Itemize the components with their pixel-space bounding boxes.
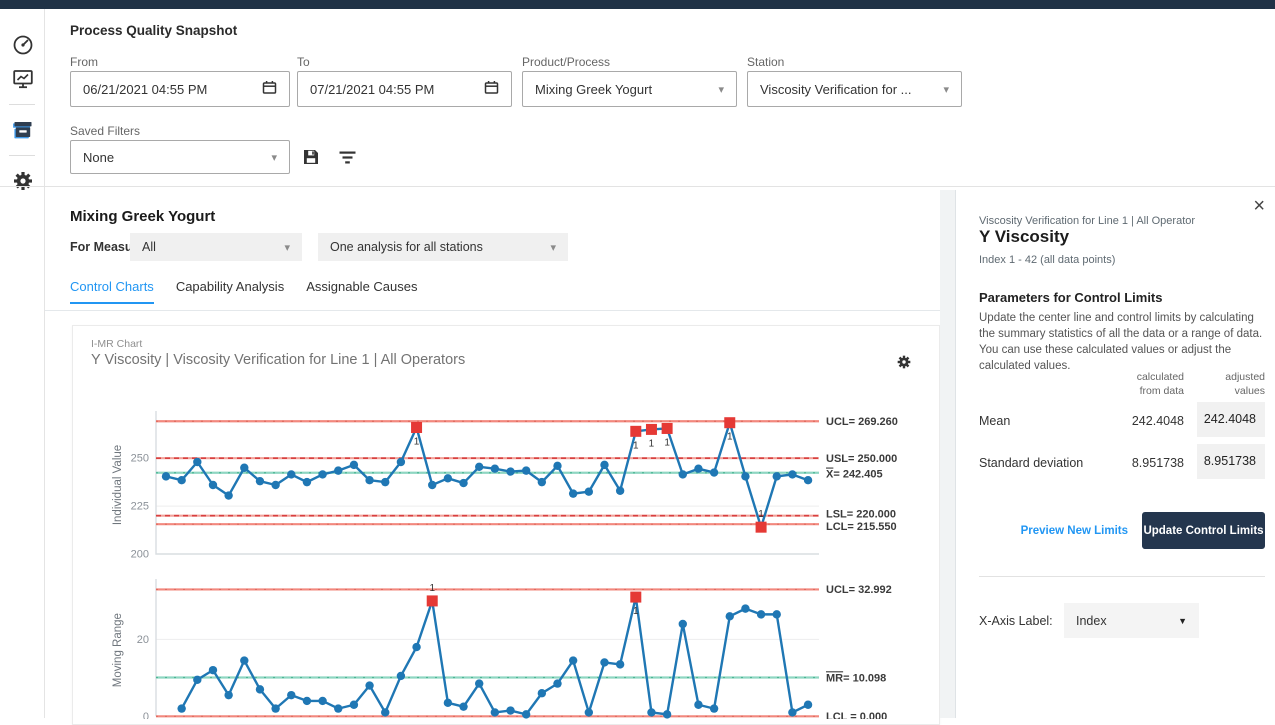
chart-title: Y Viscosity | Viscosity Verification for… bbox=[91, 352, 465, 368]
filter-icon[interactable] bbox=[339, 150, 356, 165]
monitor-chart-icon[interactable] bbox=[11, 67, 35, 91]
svg-text:1: 1 bbox=[633, 606, 639, 617]
svg-text:Moving Range: Moving Range bbox=[112, 613, 124, 687]
stddev-calculated-value: 8.951738 bbox=[1076, 456, 1184, 470]
tab-bar: Control Charts Capability Analysis Assig… bbox=[70, 279, 418, 304]
svg-text:UCL= 32.992: UCL= 32.992 bbox=[826, 584, 892, 596]
svg-text:LCL= 215.550: LCL= 215.550 bbox=[826, 521, 897, 533]
saved-filters-select[interactable]: None ▾ bbox=[70, 140, 290, 174]
svg-text:X= 242.405: X= 242.405 bbox=[826, 469, 883, 481]
chevron-down-icon: ▼ bbox=[1178, 616, 1187, 626]
product-value: Mixing Greek Yogurt bbox=[535, 82, 718, 97]
control-limits-panel: × Viscosity Verification for Line 1 | Al… bbox=[955, 190, 1275, 718]
svg-text:20: 20 bbox=[137, 634, 149, 646]
chart-settings-gear-icon[interactable] bbox=[896, 354, 912, 370]
svg-text:1: 1 bbox=[414, 437, 420, 448]
mean-calculated-value: 242.4048 bbox=[1076, 414, 1184, 428]
panel-subtitle: Viscosity Verification for Line 1 | All … bbox=[979, 215, 1195, 227]
product-select[interactable]: Mixing Greek Yogurt ▾ bbox=[522, 71, 737, 107]
xaxis-select[interactable]: Index ▼ bbox=[1064, 603, 1199, 638]
chevron-down-icon: ▾ bbox=[271, 151, 277, 164]
svg-text:1: 1 bbox=[664, 437, 670, 448]
svg-text:MR= 10.098: MR= 10.098 bbox=[826, 672, 886, 684]
sidebar-divider bbox=[9, 155, 35, 156]
panel-divider bbox=[979, 576, 1265, 577]
stddev-adjusted-input[interactable]: 8.951738 bbox=[1197, 444, 1265, 479]
preview-new-limits-link[interactable]: Preview New Limits bbox=[1016, 525, 1128, 537]
station-label: Station bbox=[747, 55, 784, 69]
to-label: To bbox=[297, 55, 310, 69]
settings-gear-icon[interactable] bbox=[11, 169, 35, 193]
svg-text:1: 1 bbox=[429, 583, 435, 594]
svg-text:USL= 250.000: USL= 250.000 bbox=[826, 453, 897, 465]
to-date-value: 07/21/2021 04:55 PM bbox=[310, 82, 484, 97]
stddev-row-label: Standard deviation bbox=[979, 456, 1083, 470]
svg-text:UCL= 269.260: UCL= 269.260 bbox=[826, 416, 898, 428]
gauge-dashboard-icon[interactable] bbox=[11, 33, 35, 57]
save-filter-icon[interactable] bbox=[302, 148, 320, 166]
params-title: Parameters for Control Limits bbox=[979, 290, 1163, 305]
close-icon[interactable]: × bbox=[1253, 196, 1265, 216]
update-control-limits-button[interactable]: Update Control Limits bbox=[1142, 512, 1265, 549]
station-value: Viscosity Verification for ... bbox=[760, 82, 943, 97]
svg-text:1: 1 bbox=[633, 440, 639, 451]
individuals-chart: 250 225 200 UCL= 269.260 USL= 250.000 X= 242.… bbox=[91, 409, 941, 559]
sidebar-divider bbox=[9, 104, 35, 105]
mean-row-label: Mean bbox=[979, 414, 1010, 428]
content-gap bbox=[940, 190, 955, 718]
analysis-mode-select[interactable]: One analysis for all stations ▾ bbox=[318, 233, 568, 261]
svg-text:1: 1 bbox=[649, 438, 655, 449]
tabs-underline bbox=[45, 310, 955, 311]
from-label: From bbox=[70, 55, 98, 69]
svg-text:225: 225 bbox=[131, 501, 149, 513]
sidebar bbox=[0, 9, 45, 718]
xaxis-value: Index bbox=[1076, 614, 1178, 628]
from-date-value: 06/21/2021 04:55 PM bbox=[83, 82, 262, 97]
svg-text:1: 1 bbox=[758, 509, 764, 520]
chart-type-label: I-MR Chart bbox=[91, 338, 142, 350]
top-bar bbox=[0, 0, 1275, 9]
chevron-down-icon: ▾ bbox=[284, 241, 290, 254]
adjusted-column-header: adjustedvalues bbox=[1196, 371, 1265, 398]
header-divider bbox=[0, 186, 1275, 187]
svg-text:LSL= 220.000: LSL= 220.000 bbox=[826, 508, 896, 520]
mean-adjusted-input[interactable]: 242.4048 bbox=[1197, 402, 1265, 437]
svg-text:1: 1 bbox=[727, 432, 733, 443]
moving-range-chart: 200UCL= 32.992MR= 10.098LCL = 0.00011Mov… bbox=[91, 577, 941, 719]
xaxis-label: X-Axis Label: bbox=[979, 614, 1053, 628]
analysis-mode-value: One analysis for all stations bbox=[330, 240, 550, 254]
chevron-down-icon: ▾ bbox=[718, 83, 724, 96]
archive-box-icon[interactable] bbox=[11, 118, 35, 142]
calculated-column-header: calculatedfrom data bbox=[1106, 371, 1184, 398]
product-label: Product/Process bbox=[522, 55, 610, 69]
svg-text:Individual Value: Individual Value bbox=[112, 445, 124, 525]
measure-value: All bbox=[142, 240, 284, 254]
station-select[interactable]: Viscosity Verification for ... ▾ bbox=[747, 71, 962, 107]
measure-select[interactable]: All ▾ bbox=[130, 233, 302, 261]
to-date-input[interactable]: 07/21/2021 04:55 PM bbox=[297, 71, 512, 107]
chevron-down-icon: ▾ bbox=[943, 83, 949, 96]
saved-filters-label: Saved Filters bbox=[70, 124, 140, 138]
chevron-down-icon: ▾ bbox=[550, 241, 556, 254]
calendar-icon[interactable] bbox=[262, 80, 277, 98]
tab-capability-analysis[interactable]: Capability Analysis bbox=[176, 279, 284, 304]
from-date-input[interactable]: 06/21/2021 04:55 PM bbox=[70, 71, 290, 107]
page-title: Process Quality Snapshot bbox=[70, 23, 237, 38]
calendar-icon[interactable] bbox=[484, 80, 499, 98]
panel-index-note: Index 1 - 42 (all data points) bbox=[979, 254, 1115, 266]
tab-control-charts[interactable]: Control Charts bbox=[70, 279, 154, 304]
saved-filters-value: None bbox=[83, 150, 271, 165]
svg-text:200: 200 bbox=[131, 549, 149, 560]
section-title: Mixing Greek Yogurt bbox=[70, 208, 215, 225]
panel-title: Y Viscosity bbox=[979, 227, 1069, 247]
svg-text:250: 250 bbox=[131, 453, 149, 465]
params-description: Update the center line and control limit… bbox=[979, 311, 1269, 374]
imr-chart-card: I-MR Chart Y Viscosity | Viscosity Verif… bbox=[72, 325, 940, 725]
tab-assignable-causes[interactable]: Assignable Causes bbox=[306, 279, 417, 304]
